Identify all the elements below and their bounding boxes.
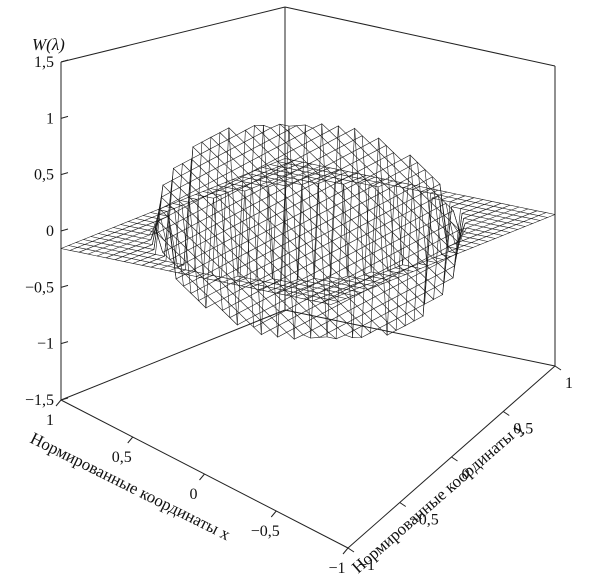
z-tick [60,172,69,176]
mesh-line-y [168,158,394,334]
mesh-line-y [105,167,331,338]
mesh-line-x [75,127,346,299]
x-tick-label: 1 [46,412,54,429]
mesh-line-y [267,124,493,292]
mesh-line-y [294,127,520,298]
mesh-line-y [321,212,547,303]
x-tick [342,547,349,555]
mesh-line-y [330,214,556,305]
x-tick-label: 0,5 [112,449,132,466]
z-tick-label: 0,5 [34,167,54,184]
mesh-line-y [249,123,475,288]
mesh-line-y [258,125,484,290]
x-tick [127,436,134,444]
z-tick-label: −1 [37,336,54,353]
z-tick [60,397,69,401]
y-tick [347,547,355,553]
x-axis-label: Нормированные координаты x [27,429,234,545]
x-tick-label: −0,5 [251,523,280,540]
mesh-line-y [132,173,358,338]
mesh-line-y [222,129,448,305]
mesh-line-y [159,162,385,339]
mesh-line-y [312,154,538,302]
y-axis-label: Нормированные координаты y [348,417,528,577]
x-tick [55,399,62,407]
mesh-line-y [231,124,457,301]
mesh-line-y [276,123,502,294]
mesh-line-y [195,136,421,327]
z-tick [60,284,69,288]
surface-mesh [60,123,556,340]
mesh-line-x [128,135,399,278]
mesh-line-y [69,160,295,251]
mesh-line-y [303,137,529,300]
x-tick-label: 0 [190,486,198,503]
mesh-line-y [213,127,439,317]
mesh-line-y [78,161,304,309]
mesh-line-y [285,125,511,296]
y-tick-label: −0,5 [410,512,439,529]
y-tick-label: 1 [565,375,573,392]
y-tick [502,411,510,416]
z-axis-label: W(λ) [32,35,65,54]
mesh-line-y [150,167,376,339]
mesh-line-y [141,175,367,340]
x-tick [270,510,277,518]
z-tick-label: −0,5 [25,279,54,296]
y-tick [399,502,407,507]
z-tick [60,59,69,63]
z-tick [60,228,69,232]
z-tick-label: 1 [46,110,54,127]
tick-labels: 1,5 1 0,5 0 −0,5 −1 −1,5 1 0,5 0 −0,5 −1 −1 −0,5 0 0,5 1 [25,54,573,577]
z-tick [60,115,69,119]
mesh-line-x [217,185,488,328]
mesh-line-y [60,158,286,249]
z-tick [60,341,69,345]
y-tick [554,365,562,371]
x-tick-label: −1 [328,560,345,577]
mesh-line-y [186,141,412,332]
mesh-line-y [240,124,466,296]
y-tick [451,456,458,462]
x-tick [199,473,205,481]
mesh-line-x [270,164,541,336]
mesh-line-y [87,163,313,326]
y-tick-label: 0 [462,466,470,483]
box-front [60,62,556,549]
tick-marks [55,59,562,555]
y-tick-label: −1 [358,557,375,574]
mesh-line-y [177,146,403,336]
y-tick-label: 0,5 [513,421,533,438]
z-tick-label: −1,5 [25,392,54,409]
z-tick-label: 0 [46,223,54,240]
z-tick-label: 1,5 [34,54,54,71]
